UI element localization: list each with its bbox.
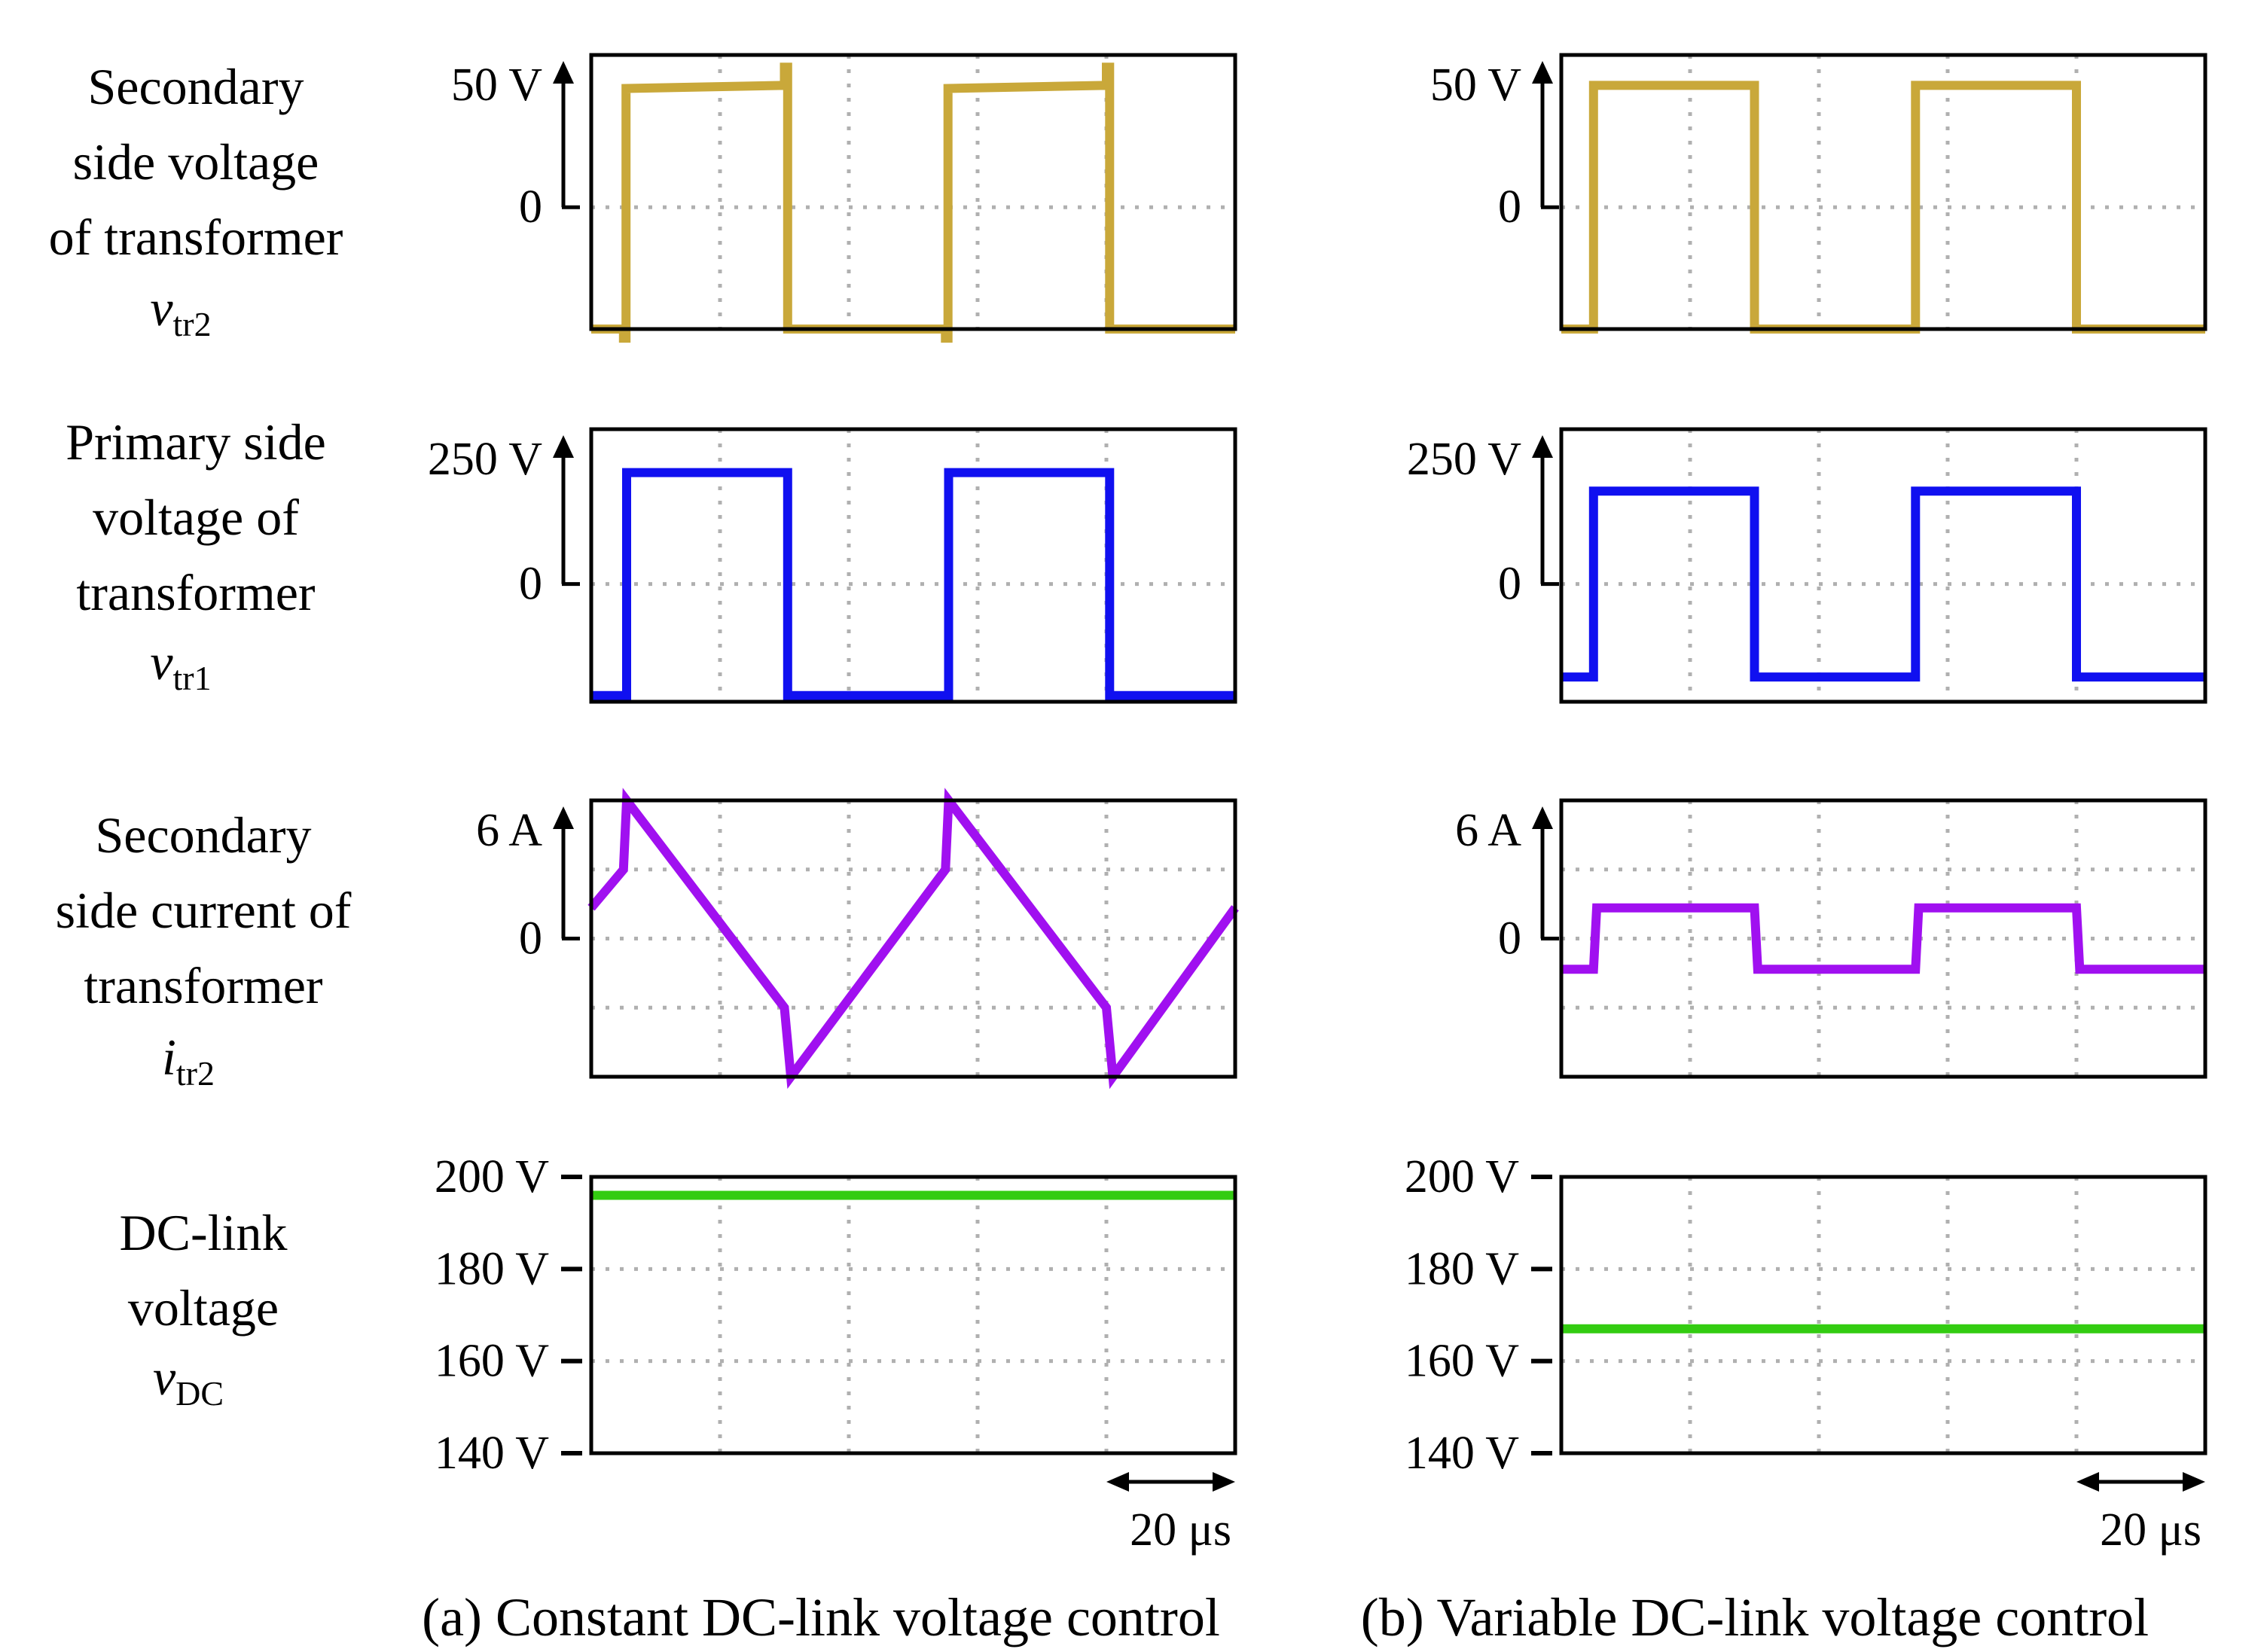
waveform-vtr1 [591, 468, 1235, 700]
row-label-line: Secondary [95, 806, 311, 864]
y-tick-label: 160 V [1405, 1336, 1519, 1387]
y-tick-label: 140 V [1405, 1428, 1519, 1479]
scale-arrow-head [553, 806, 574, 829]
zero-label: 0 [519, 559, 542, 610]
scale-arrow-head [1532, 806, 1553, 829]
symbol-subscript: tr2 [176, 1054, 215, 1093]
symbol-letter: i [162, 1029, 176, 1086]
plot-frame [1559, 798, 2208, 1079]
row-label-symbol: vtr1 [150, 633, 211, 697]
y-tick-label: 180 V [435, 1243, 549, 1294]
time-scale-arrow-right [1213, 1472, 1235, 1492]
time-scale-arrow-left [2076, 1472, 2099, 1492]
row-label-line: Primary side [66, 413, 326, 471]
plot-vtr2 [553, 53, 1237, 343]
row-label-line: of transformer [49, 209, 343, 266]
symbol-letter: v [150, 633, 173, 690]
symbol-subscript: tr2 [173, 305, 212, 343]
plot-vtr1 [553, 427, 1237, 704]
symbol-subscript: tr1 [173, 659, 212, 697]
plot-frame [1559, 1175, 2208, 1455]
plot-frame [589, 53, 1237, 331]
plot-itr2 [553, 788, 1239, 1090]
time-scale-arrow-right [2183, 1472, 2205, 1492]
scale-arrow-head [553, 435, 574, 458]
y-tick-label: 140 V [435, 1428, 549, 1479]
row-label-symbol: itr2 [162, 1029, 215, 1093]
unit-label: 6 A [1455, 805, 1521, 856]
plot-vdc [1531, 1175, 2208, 1455]
symbol-subscript: DC [175, 1374, 224, 1413]
plot-vdc [561, 1175, 1237, 1455]
zero-label: 0 [1498, 181, 1521, 233]
unit-label: 250 V [428, 434, 542, 485]
plot-frame [589, 427, 1237, 704]
unit-label: 250 V [1407, 434, 1521, 485]
symbol-letter: v [150, 279, 173, 337]
row-label-line: Secondary [87, 58, 304, 115]
row-label-line: transformer [84, 957, 323, 1014]
row-label-line: side current of [56, 882, 352, 939]
waveform-vtr1 [1561, 486, 2205, 682]
plot-frame [1559, 53, 2208, 331]
y-tick-label: 160 V [435, 1336, 549, 1387]
time-scale-arrow-left [1106, 1472, 1129, 1492]
waveform-vtr2 [591, 62, 1235, 343]
y-tick-label: 200 V [1405, 1151, 1519, 1202]
row-label-line: side voltage [73, 133, 319, 190]
row-label-line: DC-link [120, 1204, 288, 1261]
scale-arrow-head [1532, 435, 1553, 458]
scale-arrow-head [1532, 61, 1553, 84]
row-label-line: voltage of [93, 489, 299, 546]
row-label-line: transformer [76, 564, 316, 621]
symbol-letter: v [153, 1349, 176, 1406]
row-label-line: voltage [128, 1279, 279, 1337]
time-scale-label: 20 μs [2100, 1504, 2201, 1556]
waveform-itr2 [587, 788, 1239, 1090]
scale-arrow-head [553, 61, 574, 84]
plot-vtr2 [1532, 53, 2208, 334]
figure-caption: (b) Variable DC-link voltage control [1361, 1587, 2149, 1647]
plot-itr2 [1532, 798, 2208, 1079]
zero-label: 0 [519, 181, 542, 233]
plot-vtr1 [1532, 427, 2208, 704]
y-tick-label: 200 V [435, 1151, 549, 1202]
zero-label: 0 [1498, 559, 1521, 610]
zero-label: 0 [519, 913, 542, 965]
plot-frame [589, 1175, 1237, 1455]
unit-label: 50 V [451, 59, 542, 111]
plot-frame [589, 798, 1237, 1079]
row-label-symbol: vDC [153, 1349, 224, 1413]
waveform-itr2 [1561, 903, 2205, 974]
plot-frame [1559, 427, 2208, 704]
row-label-symbol: vtr2 [150, 279, 211, 343]
unit-label: 50 V [1430, 59, 1521, 111]
zero-label: 0 [1498, 913, 1521, 965]
time-scale-label: 20 μs [1130, 1504, 1231, 1556]
figure-caption: (a) Constant DC-link voltage control [422, 1587, 1220, 1647]
y-tick-label: 180 V [1405, 1243, 1519, 1294]
unit-label: 6 A [476, 805, 542, 856]
